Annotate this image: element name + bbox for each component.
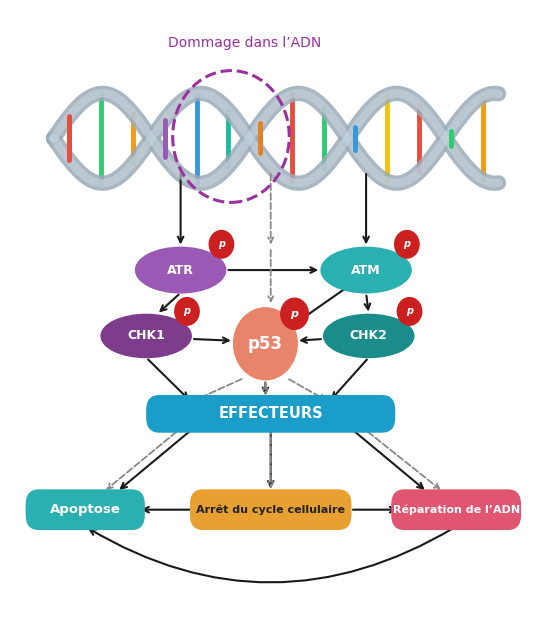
FancyArrowPatch shape	[89, 528, 454, 582]
Circle shape	[209, 230, 233, 258]
FancyBboxPatch shape	[146, 395, 395, 432]
Circle shape	[175, 298, 199, 325]
Circle shape	[233, 308, 297, 379]
Circle shape	[395, 230, 419, 258]
Text: Dommage dans l’ADN: Dommage dans l’ADN	[168, 36, 321, 51]
Circle shape	[281, 298, 309, 329]
Ellipse shape	[323, 314, 414, 358]
FancyBboxPatch shape	[190, 489, 352, 530]
Text: p: p	[218, 240, 225, 250]
Text: Apoptose: Apoptose	[50, 503, 121, 516]
Text: p: p	[183, 306, 190, 316]
Text: CHK2: CHK2	[350, 329, 388, 343]
Text: ATM: ATM	[351, 263, 381, 276]
Text: ATR: ATR	[167, 263, 194, 276]
Text: Arrêt du cycle cellulaire: Arrêt du cycle cellulaire	[196, 504, 345, 515]
FancyBboxPatch shape	[25, 489, 145, 530]
Ellipse shape	[136, 247, 226, 293]
Circle shape	[397, 298, 422, 325]
Ellipse shape	[321, 247, 411, 293]
Text: p: p	[404, 240, 410, 250]
Text: p: p	[406, 306, 413, 316]
Ellipse shape	[101, 314, 191, 358]
Text: EFFECTEURS: EFFECTEURS	[219, 406, 323, 421]
Text: p: p	[290, 309, 299, 319]
FancyBboxPatch shape	[391, 489, 521, 530]
Text: CHK1: CHK1	[127, 329, 165, 343]
Text: p53: p53	[248, 334, 283, 353]
Text: Réparation de l’ADN: Réparation de l’ADN	[392, 504, 520, 515]
